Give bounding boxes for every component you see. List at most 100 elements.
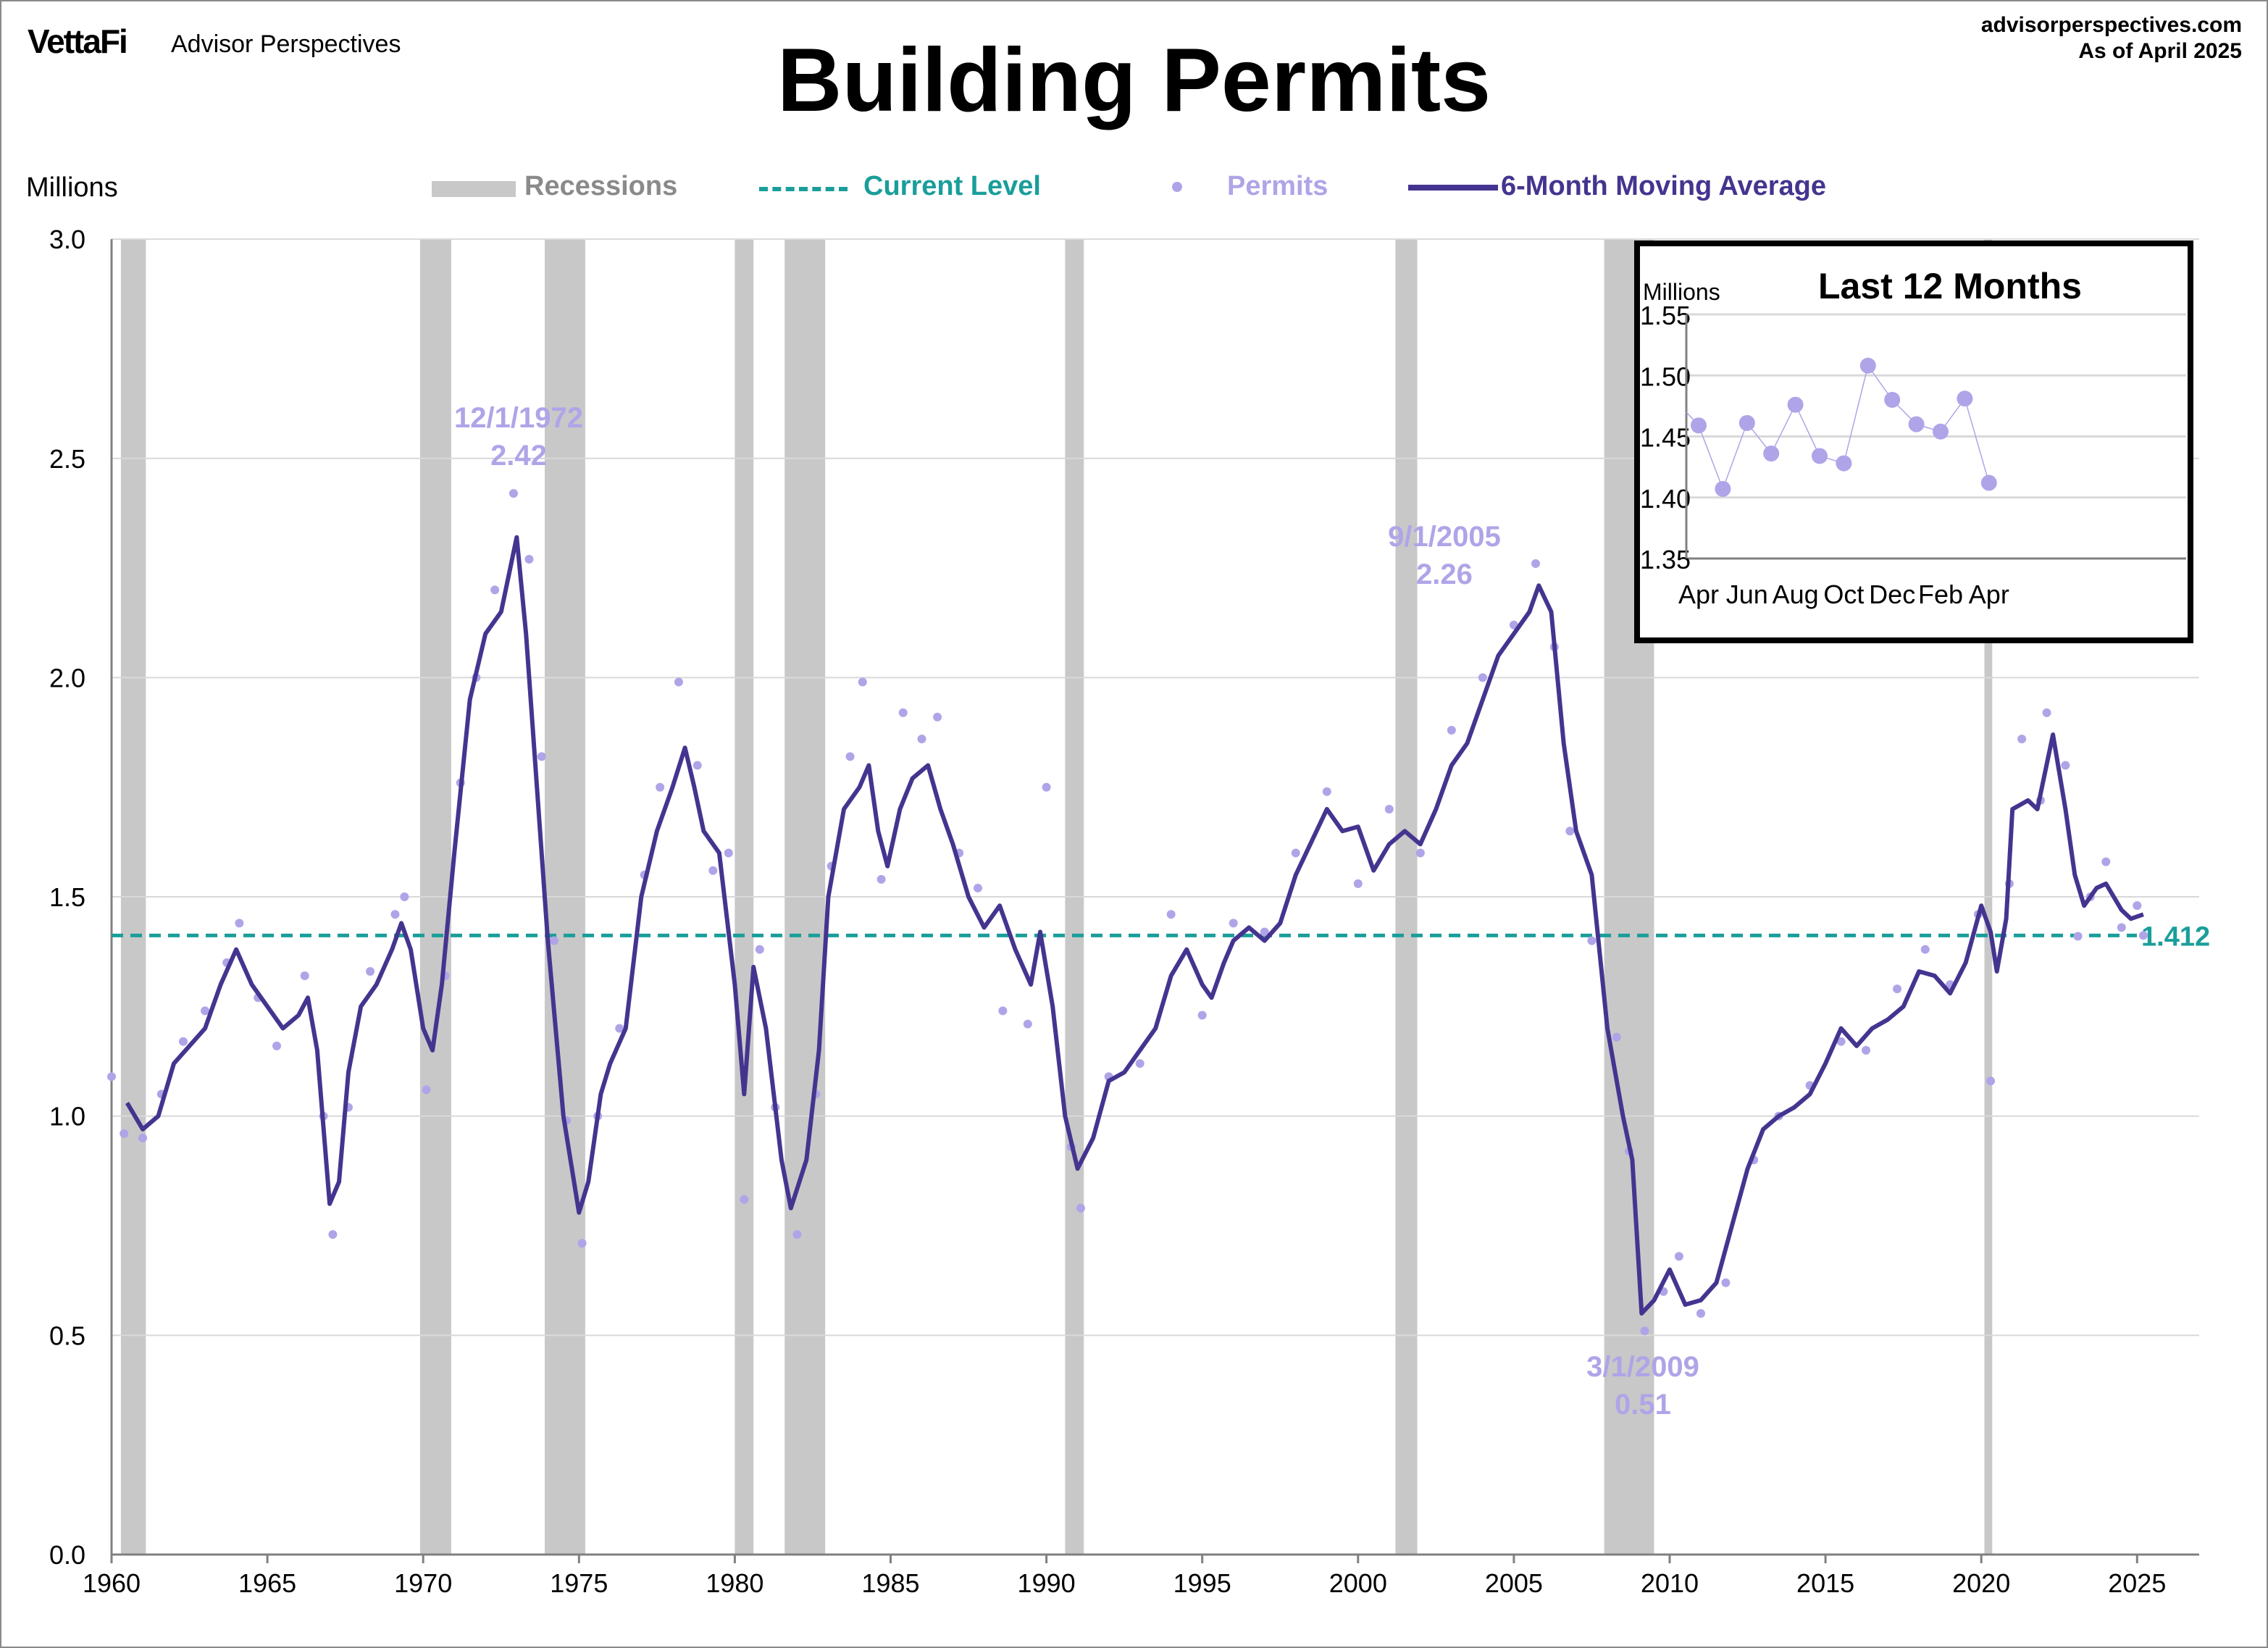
permits-point xyxy=(1862,1045,1871,1055)
legend-recession-swatch xyxy=(432,181,516,197)
permits-point xyxy=(549,936,558,945)
inset-box xyxy=(1634,240,2193,643)
x-tick-label: 1990 xyxy=(1018,1568,1076,1598)
legend-recessions: Recessions xyxy=(524,171,678,201)
permits-point xyxy=(524,554,534,564)
y-tick-label: 2.5 xyxy=(49,444,85,474)
permits-point xyxy=(792,1230,802,1239)
y-tick-label: 3.0 xyxy=(49,225,85,254)
permits-point xyxy=(1986,1076,1996,1086)
annotation-date: 12/1/1972 xyxy=(454,402,583,434)
permits-point xyxy=(1612,1032,1621,1042)
permits-point xyxy=(858,677,867,687)
permits-point xyxy=(201,1006,210,1016)
x-tick-label: 2020 xyxy=(1952,1568,2010,1598)
x-tick-label: 1980 xyxy=(706,1568,763,1598)
permits-point xyxy=(1478,673,1487,682)
current-level-label: 1.412 xyxy=(2141,921,2210,952)
site-url: advisorperspectives.com xyxy=(1980,13,2242,37)
permits-point xyxy=(708,866,718,875)
permits-point xyxy=(1696,1309,1706,1318)
inset-y-tick-label: 1.50 xyxy=(1640,361,1691,391)
legend-current-level-swatch xyxy=(759,187,848,191)
inset-point xyxy=(1859,357,1876,374)
permits-point xyxy=(1229,919,1238,928)
permits-point xyxy=(422,1085,431,1095)
x-tick-label: 1965 xyxy=(238,1568,296,1598)
inset-point xyxy=(1812,448,1828,464)
moving-average-line xyxy=(125,535,2144,1316)
permits-point xyxy=(1836,1037,1846,1046)
permits-point xyxy=(390,910,400,919)
permits-point xyxy=(1531,559,1541,569)
permits-point xyxy=(328,1230,338,1239)
annotation-date: 3/1/2009 xyxy=(1586,1351,1699,1383)
y-tick-label: 2.0 xyxy=(49,663,85,693)
permits-point xyxy=(138,1133,148,1142)
inset-units: Millions xyxy=(1643,279,1720,305)
annotation-value: 2.26 xyxy=(1416,559,1473,590)
permits-point xyxy=(1447,726,1456,735)
legend-permits: Permits xyxy=(1227,171,1328,201)
permits-point xyxy=(1674,1252,1683,1261)
inset-point xyxy=(1933,423,1949,440)
inset-x-tick-label: Apr xyxy=(1678,580,1719,609)
inset-y-tick-label: 1.55 xyxy=(1640,301,1691,330)
inset-point xyxy=(1908,416,1925,432)
permits-point xyxy=(973,883,982,892)
inset-x-tick-label: Feb xyxy=(1918,580,1963,609)
annotation-value: 2.42 xyxy=(490,440,547,472)
inset-y-tick-label: 1.45 xyxy=(1640,423,1691,453)
permits-point xyxy=(178,1037,188,1046)
permits-point xyxy=(615,1024,624,1033)
x-tick-label: 1995 xyxy=(1173,1568,1231,1598)
permits-point xyxy=(740,1195,749,1204)
permits-point xyxy=(490,585,500,595)
as-of-date: As of April 2025 xyxy=(2078,39,2242,63)
x-tick-label: 2025 xyxy=(2108,1568,2166,1598)
inset-y-tick-label: 1.35 xyxy=(1640,545,1691,574)
permits-point xyxy=(876,874,886,884)
x-tick-label: 1975 xyxy=(550,1568,608,1598)
y-tick-label: 1.0 xyxy=(49,1102,85,1132)
permits-point xyxy=(724,848,733,858)
inset-point xyxy=(1787,396,1804,413)
permits-point xyxy=(1565,827,1575,836)
permits-point xyxy=(235,919,244,928)
permits-point xyxy=(366,966,375,976)
permits-point xyxy=(674,677,683,687)
permits-point xyxy=(1384,804,1394,813)
permits-point xyxy=(400,892,409,902)
permits-point xyxy=(300,971,309,981)
permits-point xyxy=(656,782,665,792)
x-tick-label: 2005 xyxy=(1485,1568,1543,1598)
permits-point xyxy=(1135,1059,1145,1068)
chart-title: Building Permits xyxy=(777,30,1491,130)
inset-point xyxy=(1715,480,1731,497)
permits-point xyxy=(1023,1019,1032,1029)
permits-point xyxy=(509,489,518,498)
permits-point xyxy=(998,1006,1008,1016)
permits-point xyxy=(2017,735,2027,744)
annotation-value: 0.51 xyxy=(1615,1389,1671,1421)
permits-point xyxy=(933,712,942,721)
brand-name: Advisor Perspectives xyxy=(171,30,401,58)
vettafi-logo: VettaFi xyxy=(28,22,128,60)
inset-point xyxy=(1957,390,1973,407)
permits-point xyxy=(898,708,908,717)
permits-point xyxy=(1353,879,1363,888)
permits-point xyxy=(917,735,926,744)
y-tick-label: 1.5 xyxy=(49,882,85,912)
permits-point xyxy=(1260,927,1269,937)
inset-x-tick-label: Jun xyxy=(1726,580,1768,609)
y-axis-units: Millions xyxy=(26,172,118,203)
permits-point xyxy=(1197,1011,1207,1020)
y-tick-label: 0.0 xyxy=(49,1540,85,1570)
permits-point xyxy=(692,761,702,770)
x-tick-label: 2000 xyxy=(1329,1568,1387,1598)
permits-point xyxy=(1291,848,1300,858)
permits-point xyxy=(2133,901,2142,911)
permits-point xyxy=(577,1239,587,1248)
permits-point xyxy=(1166,910,1176,919)
